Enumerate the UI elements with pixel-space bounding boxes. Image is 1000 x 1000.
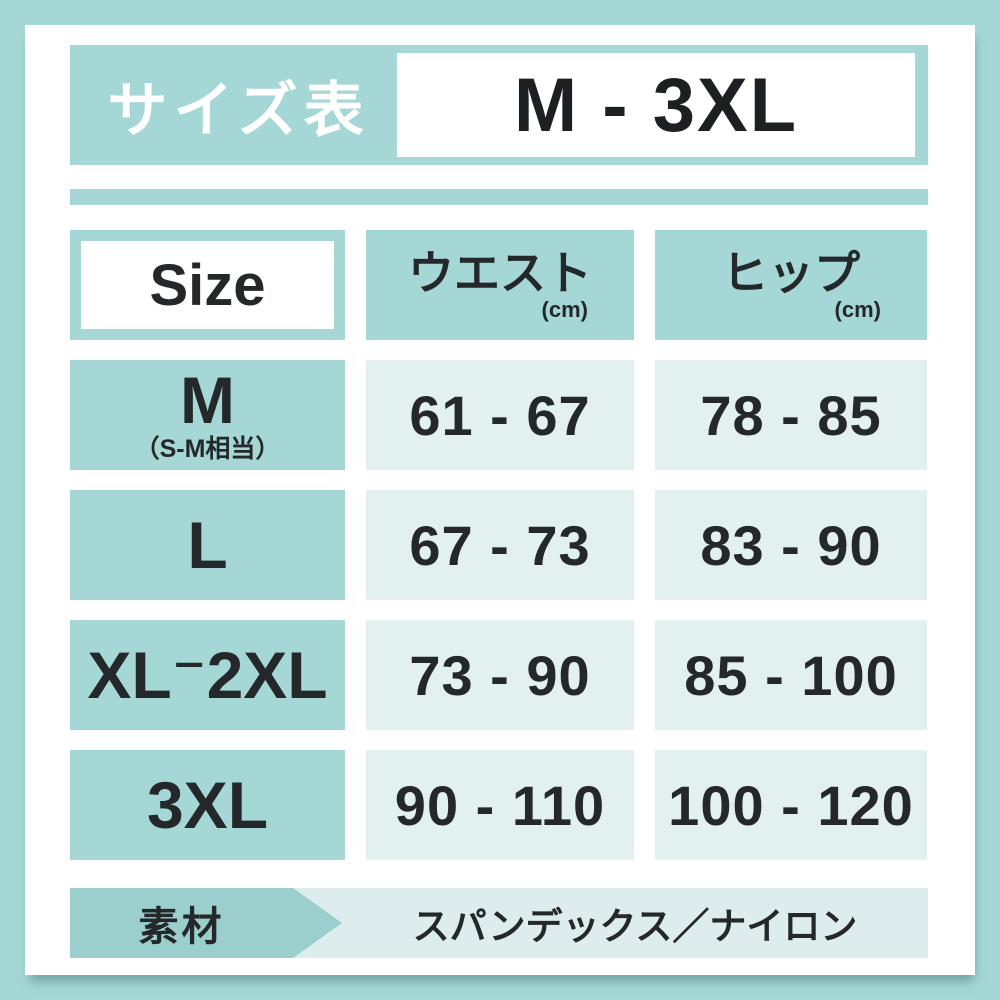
table-row-m-size: M （S-M相当） <box>70 360 345 470</box>
material-label: 素材 <box>138 905 225 949</box>
column-header-hip-label: ヒップ <box>722 246 860 299</box>
material-arrow-shape: 素材 <box>70 888 342 958</box>
material-bar: 素材 スパンデックス／ナイロン <box>70 888 928 958</box>
divider-stripe <box>70 189 928 205</box>
size-note-m: （S-M相当） <box>134 434 281 463</box>
size-range-label: M - 3XL <box>513 62 799 148</box>
size-label-l: L <box>70 490 345 600</box>
size-label-3xl: 3XL <box>70 750 345 860</box>
hip-unit-label: (cm) <box>834 296 881 322</box>
hip-value-l: 83 - 90 <box>655 490 927 600</box>
hip-value-3xl: 100 - 120 <box>655 750 927 860</box>
column-header-waist-label: ウエスト <box>408 246 592 299</box>
page-title: サイズ表 <box>107 76 370 144</box>
column-header-size-label: Size <box>81 241 334 329</box>
waist-value-3xl: 90 - 110 <box>366 750 634 860</box>
size-label-m: M <box>180 362 235 437</box>
waist-unit-label: (cm) <box>541 296 588 322</box>
size-range-box: M - 3XL <box>397 53 915 157</box>
waist-value-l: 67 - 73 <box>366 490 634 600</box>
waist-value-xl-2xl: 73 - 90 <box>366 620 634 730</box>
size-table: Size ウエスト (cm) ヒップ (cm) M （S-M相当） 61 - 6… <box>70 230 927 860</box>
column-header-size: Size <box>70 230 345 340</box>
column-header-waist: ウエスト (cm) <box>366 230 634 340</box>
header-banner: サイズ表 M - 3XL <box>70 45 928 165</box>
material-value: スパンデックス／ナイロン <box>412 906 858 947</box>
size-label-xl-2xl: XL⁻2XL <box>70 620 345 730</box>
hip-value-xl-2xl: 85 - 100 <box>655 620 927 730</box>
waist-value-m: 61 - 67 <box>366 360 634 470</box>
column-header-hip: ヒップ (cm) <box>655 230 927 340</box>
hip-value-m: 78 - 85 <box>655 360 927 470</box>
